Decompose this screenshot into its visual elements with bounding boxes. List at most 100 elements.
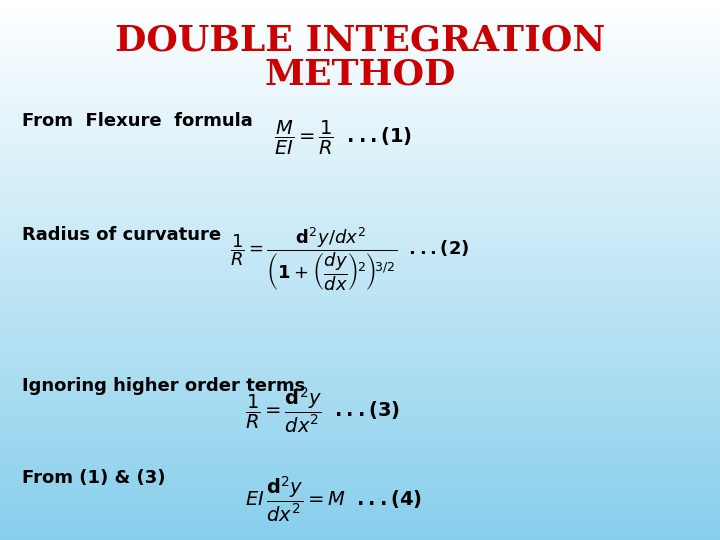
Bar <box>0 39 720 42</box>
Bar <box>0 34 720 36</box>
Bar <box>0 432 720 434</box>
Bar <box>0 254 720 255</box>
Bar <box>0 166 720 167</box>
Bar <box>0 43 720 45</box>
Bar <box>0 513 720 515</box>
Bar <box>0 147 720 150</box>
Bar <box>0 2 720 4</box>
Bar <box>0 104 720 106</box>
Bar <box>0 347 720 349</box>
Bar <box>0 162 720 164</box>
Bar <box>0 70 720 72</box>
Bar <box>0 52 720 54</box>
Bar <box>0 128 720 130</box>
Bar <box>0 448 720 450</box>
Bar <box>0 180 720 182</box>
Bar <box>0 439 720 441</box>
Bar <box>0 42 720 43</box>
Bar <box>0 194 720 196</box>
Bar <box>0 274 720 275</box>
Bar <box>0 92 720 93</box>
Bar <box>0 443 720 444</box>
Bar <box>0 263 720 265</box>
Bar <box>0 302 720 304</box>
Bar <box>0 150 720 151</box>
Bar <box>0 518 720 520</box>
Bar <box>0 115 720 117</box>
Bar <box>0 324 720 326</box>
Bar <box>0 23 720 25</box>
Bar <box>0 5 720 7</box>
Bar <box>0 65 720 66</box>
Bar <box>0 228 720 231</box>
Bar <box>0 137 720 139</box>
Text: From  Flexure  formula: From Flexure formula <box>22 112 252 131</box>
Bar <box>0 482 720 484</box>
Bar <box>0 374 720 376</box>
Bar <box>0 93 720 96</box>
Bar <box>0 108 720 110</box>
Bar <box>0 428 720 430</box>
Bar <box>0 373 720 374</box>
Bar <box>0 295 720 297</box>
Bar <box>0 461 720 463</box>
Bar <box>0 103 720 104</box>
Bar <box>0 339 720 340</box>
Bar <box>0 124 720 126</box>
Bar <box>0 414 720 416</box>
Bar <box>0 32 720 34</box>
Bar <box>0 355 720 356</box>
Bar <box>0 509 720 511</box>
Bar <box>0 498 720 501</box>
Bar <box>0 201 720 204</box>
Bar <box>0 211 720 212</box>
Bar <box>0 153 720 155</box>
Bar <box>0 497 720 498</box>
Text: METHOD: METHOD <box>264 58 456 91</box>
Bar <box>0 241 720 243</box>
Bar <box>0 474 720 475</box>
Bar <box>0 405 720 407</box>
Bar <box>0 353 720 355</box>
Bar <box>0 363 720 366</box>
Bar <box>0 281 720 282</box>
Bar <box>0 326 720 328</box>
Bar <box>0 450 720 452</box>
Bar <box>0 4 720 5</box>
Bar <box>0 383 720 385</box>
Bar <box>0 63 720 65</box>
Bar <box>0 279 720 281</box>
Bar <box>0 506 720 508</box>
Text: $\dfrac{M}{EI} = \dfrac{1}{R}$  $\mathbf{...(1)}$: $\dfrac{M}{EI} = \dfrac{1}{R}$ $\mathbf{… <box>274 119 412 157</box>
Bar <box>0 12 720 15</box>
Bar <box>0 151 720 153</box>
Bar <box>0 286 720 288</box>
Bar <box>0 441 720 443</box>
Bar <box>0 463 720 464</box>
Bar <box>0 169 720 171</box>
Bar <box>0 101 720 103</box>
Bar <box>0 191 720 193</box>
Bar <box>0 356 720 358</box>
Bar <box>0 315 720 317</box>
Bar <box>0 346 720 347</box>
Bar <box>0 454 720 455</box>
Bar <box>0 252 720 254</box>
Bar <box>0 126 720 128</box>
Bar <box>0 299 720 301</box>
Bar <box>0 322 720 324</box>
Bar <box>0 131 720 133</box>
Bar <box>0 155 720 157</box>
Bar <box>0 401 720 403</box>
Bar <box>0 86 720 88</box>
Bar <box>0 517 720 518</box>
Bar <box>0 221 720 223</box>
Bar <box>0 76 720 77</box>
Bar <box>0 113 720 115</box>
Bar <box>0 491 720 493</box>
Bar <box>0 216 720 218</box>
Bar <box>0 200 720 201</box>
Bar <box>0 184 720 185</box>
Bar <box>0 511 720 513</box>
Bar <box>0 250 720 252</box>
